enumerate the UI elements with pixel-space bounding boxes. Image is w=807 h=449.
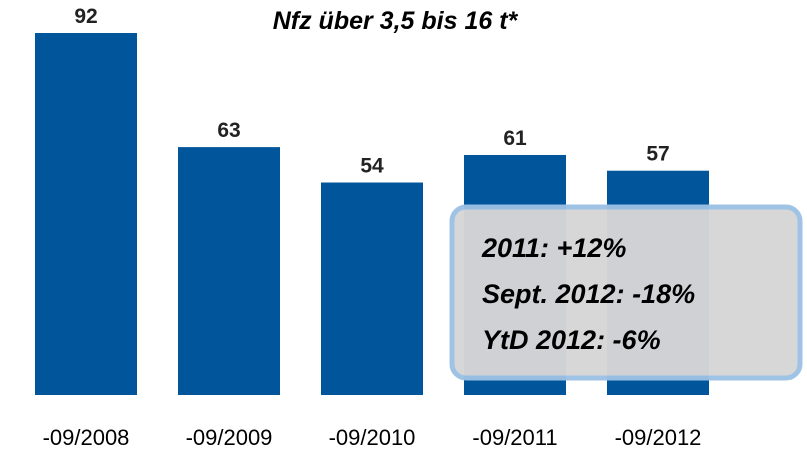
annotation-box xyxy=(449,204,803,381)
bar xyxy=(321,182,423,395)
data-label: 61 xyxy=(503,127,527,150)
chart-title: Nfz über 3,5 bis 16 t* xyxy=(273,7,519,35)
data-label: 63 xyxy=(217,119,240,142)
annotation: YtD 2012: -6% xyxy=(482,325,661,355)
bar xyxy=(178,147,280,395)
x-tick-label: -09/2009 xyxy=(186,425,273,449)
x-tick-label: -09/2010 xyxy=(329,425,416,449)
data-label: 92 xyxy=(74,5,97,28)
data-label: 54 xyxy=(360,155,384,178)
annotation: Sept. 2012: -18% xyxy=(482,279,695,309)
bar xyxy=(35,33,137,395)
x-tick-label: -09/2012 xyxy=(615,425,702,449)
x-tick-label: -09/2011 xyxy=(472,425,557,449)
x-tick-label: -09/2008 xyxy=(43,425,130,449)
annotation: 2011: +12% xyxy=(481,233,626,263)
data-label: 57 xyxy=(646,143,669,166)
